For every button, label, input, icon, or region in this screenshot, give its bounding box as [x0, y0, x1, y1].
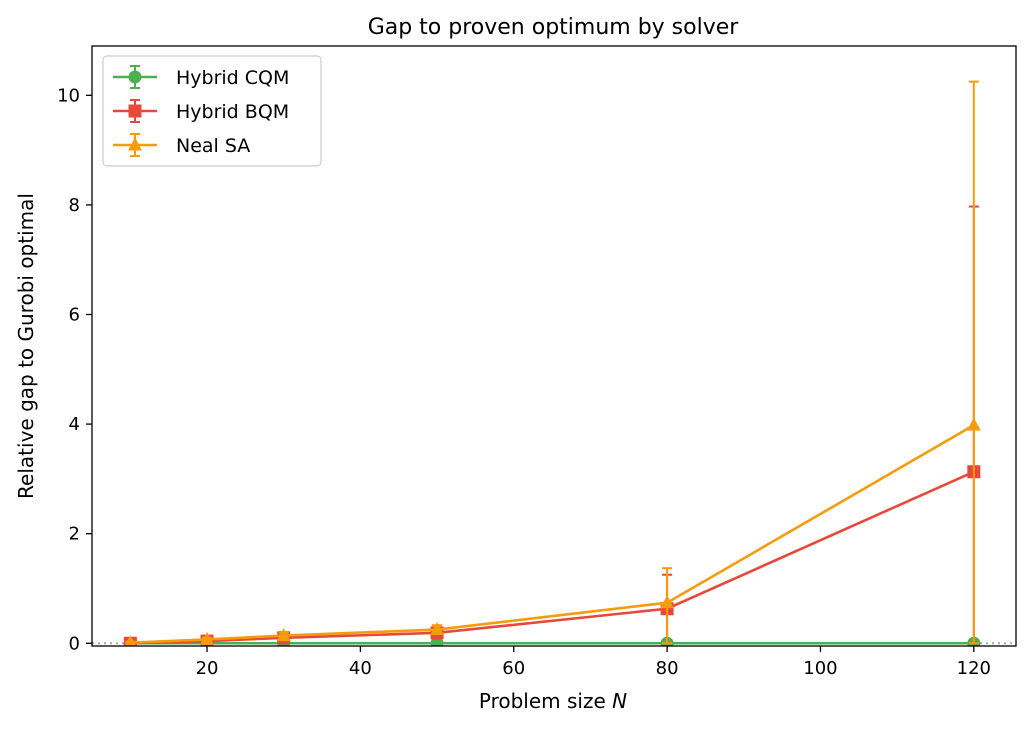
- legend: Hybrid CQM Hybrid BQM Neal SA: [102, 55, 322, 167]
- chart-title: Gap to proven optimum by solver: [368, 15, 740, 40]
- legend-marker: [128, 137, 142, 151]
- axes: 20 40 60 80 100 120 0 2 4 6 8 10: [57, 45, 1017, 679]
- y-tick-label: 2: [69, 524, 80, 545]
- legend-marker: [128, 70, 142, 84]
- x-axis-label-text: Problem size: [479, 689, 606, 713]
- y-tick-label: 8: [69, 195, 80, 216]
- plot-area: [92, 80, 1016, 646]
- legend-label: Hybrid BQM: [176, 101, 289, 123]
- legend-item-0: Hybrid CQM: [113, 65, 289, 89]
- legend-item-1: Hybrid BQM: [113, 99, 289, 123]
- data-point: [276, 628, 291, 642]
- series-2: [124, 80, 981, 646]
- series-line: [130, 470, 975, 645]
- legend-label: Hybrid CQM: [176, 67, 289, 89]
- axes-frame: [91, 45, 1017, 647]
- y-axis-label: Relative gap to Gurobi optimal: [14, 193, 38, 499]
- y-tick-label: 4: [69, 414, 80, 435]
- data-point: [430, 622, 445, 636]
- x-tick-label: 20: [196, 658, 219, 679]
- data-point: [660, 595, 675, 609]
- series-1: [123, 205, 981, 646]
- data-point: [200, 631, 215, 645]
- data-point: [966, 417, 981, 431]
- x-tick-label: 40: [349, 658, 372, 679]
- plot-content: [92, 80, 1016, 646]
- x-tick-label: 80: [656, 658, 679, 679]
- y-tick-label: 0: [69, 633, 80, 654]
- legend-box: [102, 55, 322, 167]
- y-tick-label: 6: [69, 304, 80, 325]
- x-tick-label: 120: [957, 658, 991, 679]
- legend-item-2: Neal SA: [113, 133, 250, 157]
- x-axis-label: Problem size N: [479, 689, 627, 713]
- x-tick-label: 100: [803, 658, 837, 679]
- x-tick-label: 60: [502, 658, 525, 679]
- x-axis-label-variable: N: [612, 689, 627, 713]
- y-tick-label: 10: [57, 85, 80, 106]
- legend-label: Neal SA: [176, 135, 250, 157]
- data-point: [124, 635, 137, 646]
- series-line: [130, 424, 975, 645]
- legend-marker: [128, 104, 142, 118]
